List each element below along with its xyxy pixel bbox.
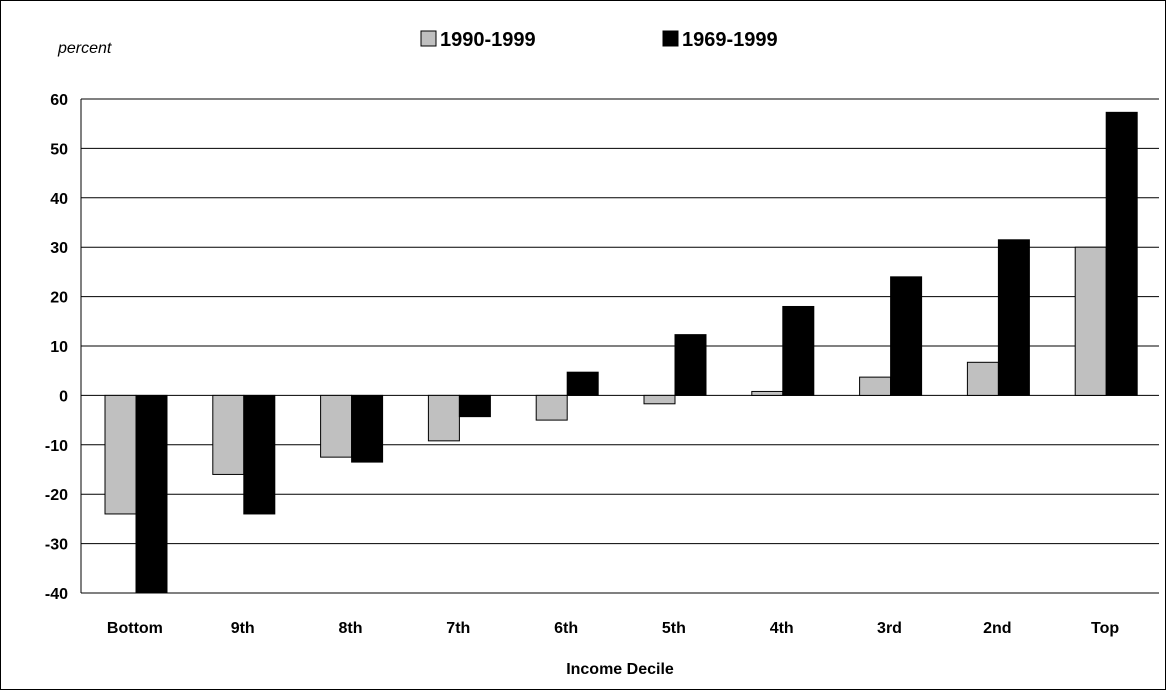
x-category-labels: Bottom 9th 8th 7th 6th 5th 4th 3rd 2nd Top xyxy=(107,620,1119,637)
x-category-label: 5th xyxy=(662,620,686,637)
x-category-label: 4th xyxy=(770,620,794,637)
bar-1969-1999-4th xyxy=(782,305,815,396)
bar-1990-1999-4th xyxy=(751,390,784,396)
legend-swatch-1969-1999 xyxy=(662,30,679,47)
bar-1990-1999-top xyxy=(1074,246,1107,396)
x-category-label: 7th xyxy=(446,620,470,637)
bar-1969-1999-2nd xyxy=(997,239,1030,396)
y-unit-label: percent xyxy=(57,40,112,57)
y-tick-label: 60 xyxy=(50,92,68,109)
y-tick-label: -30 xyxy=(45,537,68,554)
x-category-label: Top xyxy=(1091,620,1119,637)
bar-1969-1999-6th xyxy=(566,371,599,396)
x-category-label: Bottom xyxy=(107,620,163,637)
bar-1990-1999-6th xyxy=(535,394,568,421)
legend-label-1990-1999: 1990-1999 xyxy=(440,29,536,51)
legend: 1990-1999 1969-1999 xyxy=(420,29,778,51)
bar-1990-1999-3rd xyxy=(859,376,892,396)
x-category-label: 3rd xyxy=(877,620,902,637)
y-tick-label: 20 xyxy=(50,290,68,307)
legend-label-1969-1999: 1969-1999 xyxy=(682,29,778,51)
x-category-label: 6th xyxy=(554,620,578,637)
bar-1969-1999-top xyxy=(1105,111,1138,396)
y-tick-label: -40 xyxy=(45,586,68,603)
y-tick-label: -20 xyxy=(45,487,68,504)
legend-swatch-1990-1999 xyxy=(420,30,437,47)
gridlines xyxy=(80,98,1159,594)
y-tick-label: 50 xyxy=(50,141,68,158)
bar-1990-1999-2nd xyxy=(966,361,999,396)
bar-1990-1999-bottom xyxy=(104,394,137,515)
bar-1969-1999-7th xyxy=(458,394,491,418)
bar-1969-1999-9th xyxy=(243,394,276,515)
bar-1990-1999-8th xyxy=(320,394,353,458)
y-tick-label: 30 xyxy=(50,240,68,257)
y-tick-label: -10 xyxy=(45,438,68,455)
x-category-label: 2nd xyxy=(983,620,1011,637)
x-axis-label: Income Decile xyxy=(566,661,674,678)
bar-1969-1999-5th xyxy=(674,334,707,396)
bars xyxy=(104,111,1138,594)
bar-1990-1999-5th xyxy=(643,394,676,405)
bar-1969-1999-3rd xyxy=(890,276,923,396)
y-tick-label: 10 xyxy=(50,339,68,356)
x-category-label: 9th xyxy=(231,620,255,637)
y-tick-label: 0 xyxy=(59,388,68,405)
x-category-label: 8th xyxy=(339,620,363,637)
bar-1990-1999-7th xyxy=(427,394,460,442)
bar-1990-1999-9th xyxy=(212,394,245,475)
y-tick-label: 40 xyxy=(50,191,68,208)
y-tick-labels: 60 50 40 30 20 10 0 -10 -20 -30 -40 xyxy=(45,92,68,603)
bar-1969-1999-bottom xyxy=(135,394,168,594)
bar-1969-1999-8th xyxy=(351,394,384,463)
